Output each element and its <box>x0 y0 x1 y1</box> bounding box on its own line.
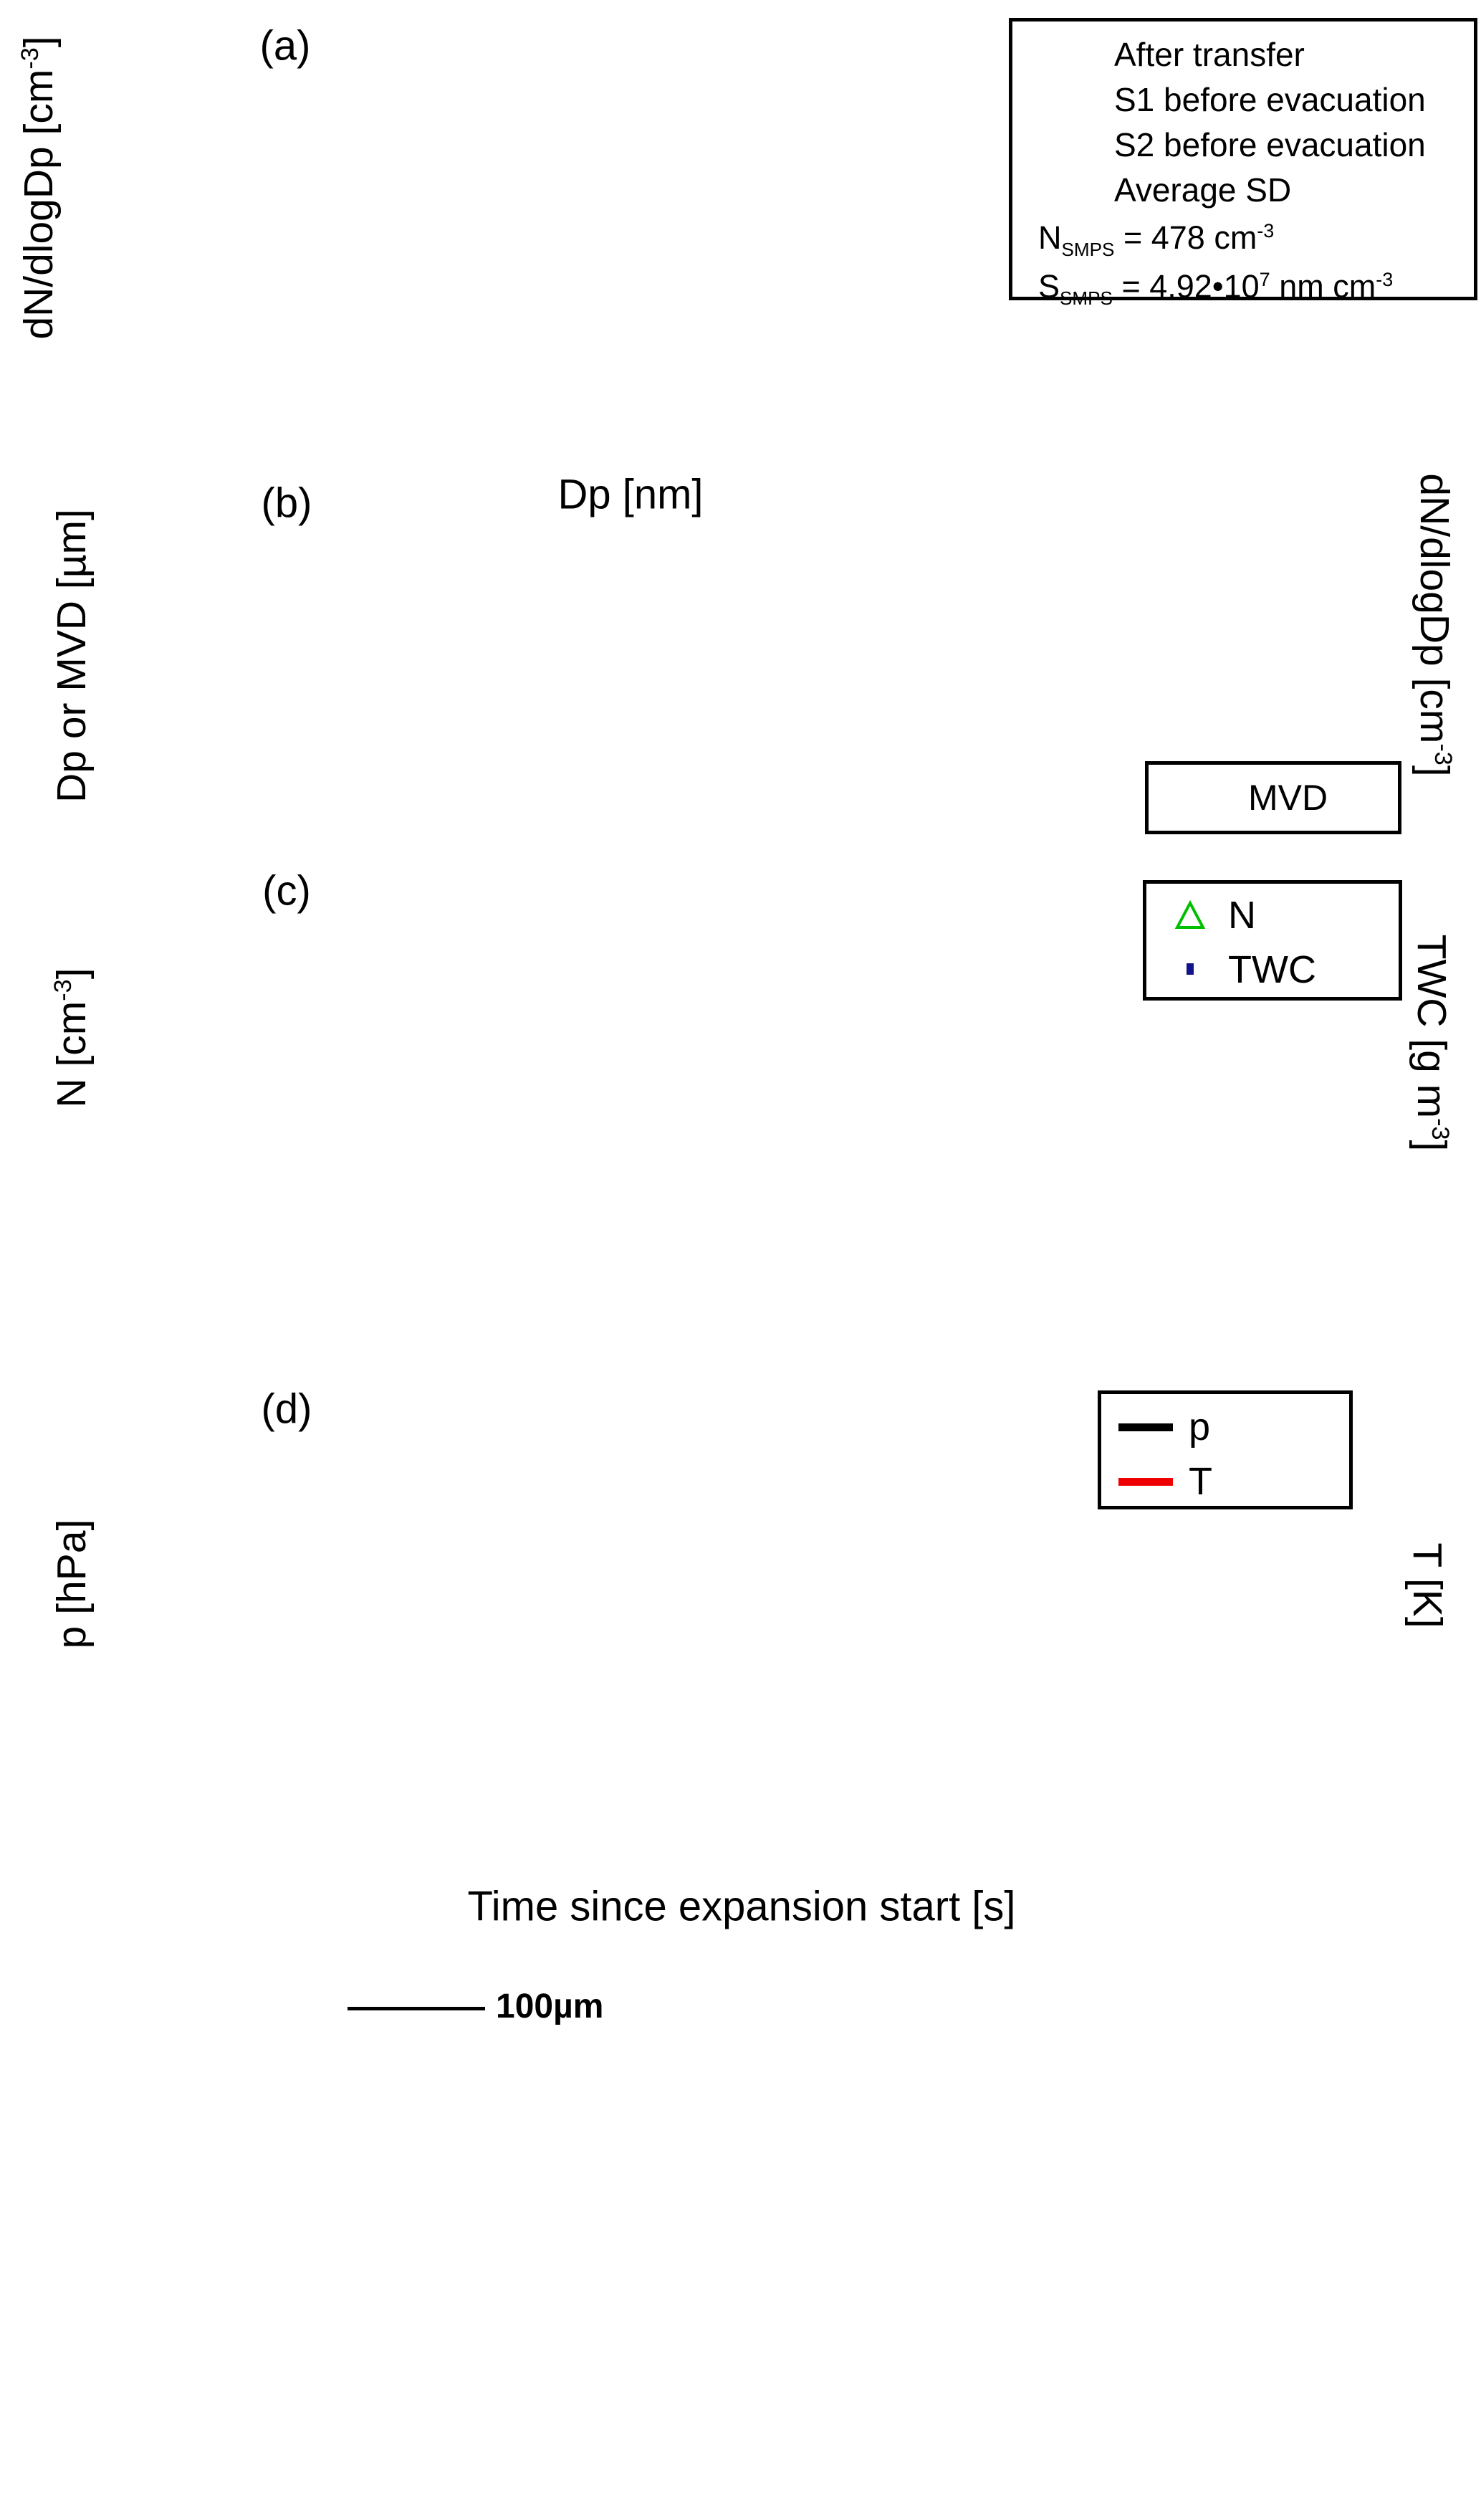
legend-a-marker-3 <box>1028 174 1103 206</box>
legend-c-square <box>1187 963 1194 975</box>
legend-d-entry-t: T <box>1118 1454 1349 1509</box>
legend-d-label-p: p <box>1189 1405 1211 1448</box>
legend-a-label-0: After transfer <box>1114 35 1305 73</box>
panel-a-y-axis-title: dN/dlogDp [cm-3] <box>16 36 62 340</box>
panel-a-x-axis-title: Dp [nm] <box>557 471 704 518</box>
legend-a-label-3: Average SD <box>1114 171 1292 209</box>
mvd-legend: MVD <box>1145 761 1401 834</box>
legend-a-entry-s2: S2 before evacuation <box>1028 122 1467 167</box>
legend-a-entry-average-sd: Average SD <box>1028 167 1467 212</box>
legend-c-entry-n: N <box>1159 888 1399 942</box>
legend-a-label-2: S2 before evacuation <box>1114 125 1426 163</box>
ssmps-stat: SSMPS = 4.92•107 nm cm-3 <box>1038 268 1394 309</box>
panel-c-legend: N TWC <box>1143 880 1402 1001</box>
legend-d-t-line-icon <box>1118 1477 1173 1486</box>
legend-c-label-twc: TWC <box>1228 948 1316 991</box>
legend-a-marker-0 <box>1028 39 1103 70</box>
legend-d-entry-p: p <box>1118 1400 1349 1454</box>
mvd-legend-label: MVD <box>1248 778 1328 818</box>
mvd-marker-icon <box>1196 793 1207 803</box>
colorbar-title: dN/dlogDp [cm-3] <box>1411 473 1457 777</box>
legend-d-p-line-icon <box>1118 1423 1173 1431</box>
panel-a-legend: After transfer S1 before evacuation S2 b… <box>1009 18 1477 309</box>
time-axis-title: Time since expansion start [s] <box>467 1883 1016 1930</box>
panel-c-letter: (c) <box>262 867 311 915</box>
legend-a-entry-s1: S1 before evacuation <box>1028 77 1467 122</box>
nsmps-stat: NSMPS = 478 cm-3 <box>1038 219 1275 260</box>
panel-b-y-axis-title: Dp or MVD [µm] <box>49 509 95 803</box>
legend-c-label-n: N <box>1228 894 1256 937</box>
legend-a-marker-1 <box>1028 84 1103 115</box>
panel-c-y-axis-title: N [cm-3] <box>49 968 95 1108</box>
legend-c-triangle <box>1174 899 1206 929</box>
panel-d-letter: (d) <box>261 1385 312 1433</box>
panel-b-letter: (b) <box>261 479 312 527</box>
scalebar-line <box>348 2007 485 2010</box>
panel-a-letter: (a) <box>259 22 311 70</box>
panel-a-y-title-text: dN/dlogDp [cm <box>16 69 62 340</box>
panel-c-right-axis-title: TWC [g m-3] <box>1409 934 1454 1152</box>
legend-a-label-1: S1 before evacuation <box>1114 80 1426 118</box>
legend-a-marker-2 <box>1028 129 1103 161</box>
legend-d-label-t: T <box>1189 1460 1212 1503</box>
panel-d-right-axis-title: T [K] <box>1404 1542 1450 1628</box>
legend-a-entry-after-transfer: After transfer <box>1028 32 1467 77</box>
panel-d-legend: p T <box>1098 1390 1353 1509</box>
panel-d-y-axis-title: p [hPa] <box>49 1519 95 1649</box>
legend-c-entry-twc: TWC <box>1159 942 1399 997</box>
scalebar-label: 100µm <box>496 1987 604 2025</box>
